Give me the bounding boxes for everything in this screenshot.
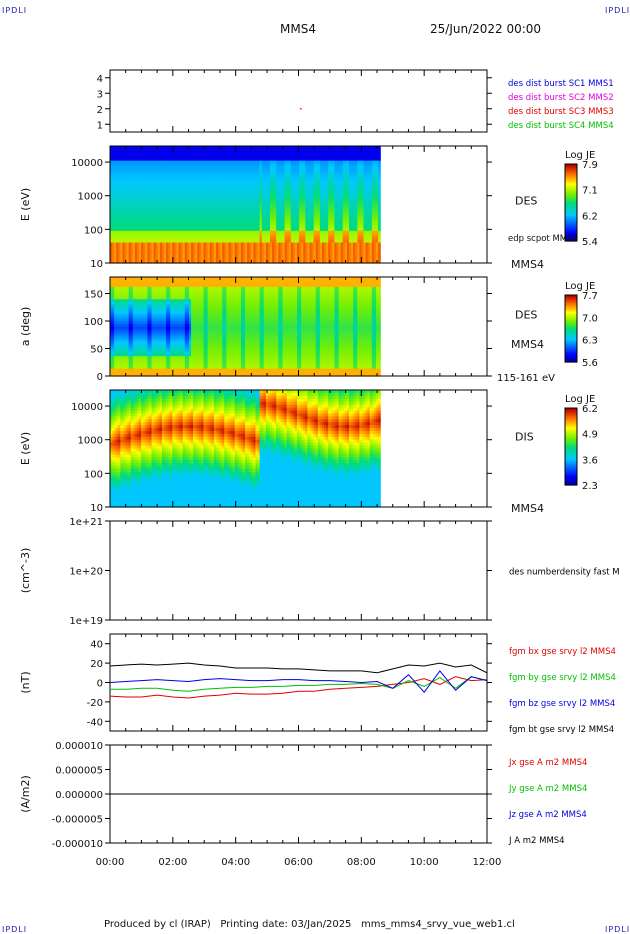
y-tick-label: 2: [97, 105, 103, 116]
multi-panel-plot: 1 2 3 4 des dist burst SC1 MMS1 des dist burs…: [0, 0, 630, 910]
y-tick-label: 3: [97, 89, 103, 100]
y-tick-label: 1: [97, 120, 103, 131]
legend-entry: des dist burst SC4 MMS4: [508, 121, 614, 131]
panel-frame-0: [110, 70, 487, 132]
corner-label-bottom-right: IPDLI: [605, 925, 630, 934]
y-tick-label: 4: [97, 74, 103, 85]
burst-point: [300, 108, 302, 110]
corner-label-bottom-left: IPDLI: [2, 925, 27, 934]
legend-entry: des dist burst SC1 MMS1: [508, 79, 614, 89]
legend-entry: des dist burst SC3 MMS3: [508, 107, 614, 117]
legend-entry: des dist burst SC2 MMS2: [508, 93, 614, 103]
